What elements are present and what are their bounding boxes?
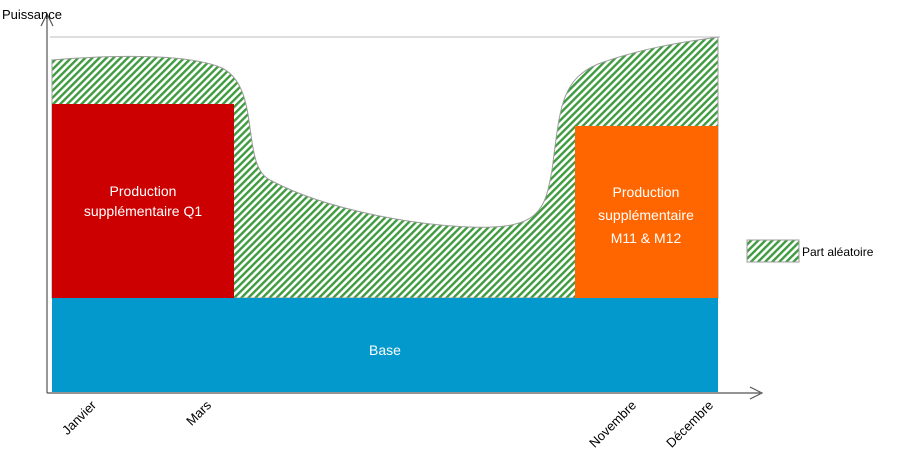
x-tick-novembre: Novembre xyxy=(586,398,639,451)
base-label: Base xyxy=(369,342,401,358)
x-tick-mars: Mars xyxy=(183,397,214,428)
q1-production-block xyxy=(52,104,234,298)
base-block xyxy=(52,298,718,392)
q1-label-line-2: supplémentaire Q1 xyxy=(84,203,203,219)
x-tick-janvier: Janvier xyxy=(59,397,100,438)
m11-m12-production-block xyxy=(575,126,718,298)
m11-m12-label-line-3: M11 & M12 xyxy=(611,230,682,246)
x-tick-decembre: Décembre xyxy=(663,398,716,451)
x-axis xyxy=(47,386,764,400)
q1-label-line-1: Production xyxy=(110,183,177,199)
m11-m12-label-line-1: Production xyxy=(613,184,680,200)
legend-label-random-part: Part aléatoire xyxy=(802,245,874,259)
legend: Part aléatoire xyxy=(746,239,874,263)
m11-m12-label-line-2: supplémentaire xyxy=(598,207,694,223)
y-axis xyxy=(40,12,54,393)
y-axis-label: Puissance xyxy=(2,7,62,22)
legend-swatch-random-part xyxy=(746,239,800,263)
